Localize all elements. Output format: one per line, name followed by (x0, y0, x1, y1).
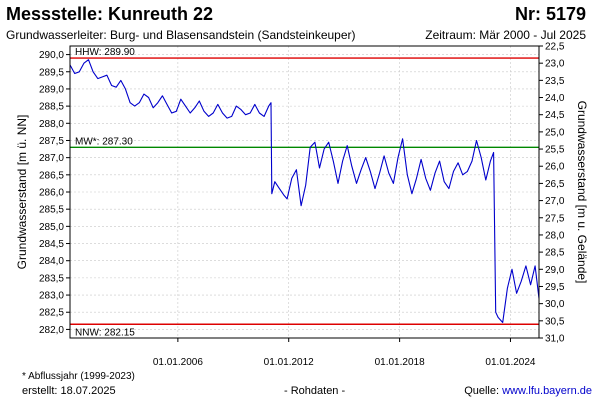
y-axis-title: Grundwasserstand [m ü. NN] (15, 115, 29, 270)
right-tick-label: 26,0 (545, 162, 565, 173)
right-tick-label: 29,5 (545, 282, 565, 293)
right-tick-label: 25,5 (545, 145, 565, 156)
y-tick-label: 289,0 (39, 84, 64, 95)
y-tick-label: 287,5 (39, 136, 64, 147)
right-tick-label: 26,5 (545, 179, 565, 190)
reference-label-mw: MW*: 287.30 (75, 136, 133, 147)
source-label: Quelle: (464, 385, 503, 397)
period-label: Zeitraum: Mär 2000 - Jul 2025 (425, 28, 586, 42)
right-tick-label: 30,0 (545, 299, 565, 310)
left-axis: 282,0 282,5 283,0 283,5 284,0 284,5 285,0 285,5… (39, 50, 70, 336)
source: Quelle: www.lfu.bayern.de (464, 385, 592, 397)
right-tick-label: 29,0 (545, 265, 565, 276)
y-tick-label: 287,0 (39, 153, 64, 164)
reference-lines: HHW: 289.90 MW*: 287.30 NNW: 282.15 (70, 47, 539, 338)
x-tick-label: 01.01.2012 (264, 357, 314, 368)
y-tick-label: 286,5 (39, 170, 64, 181)
reference-label-hhw: HHW: 289.90 (75, 47, 135, 58)
y-axis-title-right: Grundwasserstand [m u. Gelände] (575, 101, 589, 284)
page-title: Messstelle: Kunreuth 22 (6, 4, 214, 24)
x-axis: 01.01.2006 01.01.2012 01.01.2018 01.01.2024 (153, 338, 536, 368)
right-tick-label: 28,5 (545, 248, 565, 259)
reference-label-nnw: NNW: 282.15 (75, 327, 135, 338)
right-tick-label: 25,0 (545, 127, 565, 138)
x-tick-label: 01.01.2018 (375, 357, 425, 368)
y-tick-label: 288,0 (39, 119, 64, 130)
right-tick-label: 23,0 (545, 59, 565, 70)
series-line (69, 59, 540, 324)
plot-frame (69, 45, 540, 339)
y-tick-label: 285,0 (39, 222, 64, 233)
right-tick-label: 28,0 (545, 230, 565, 241)
right-tick-label: 27,5 (545, 213, 565, 224)
y-tick-label: 282,5 (39, 308, 64, 319)
y-tick-label: 284,0 (39, 256, 64, 267)
y-tick-label: 290,0 (39, 50, 64, 61)
right-tick-label: 27,0 (545, 196, 565, 207)
aquifer-label: Grundwasserleiter: Burg- und Blasensands… (6, 28, 356, 42)
y-tick-label: 286,0 (39, 188, 64, 199)
raw-data-label: - Rohdaten - (284, 385, 346, 397)
y-tick-label: 283,5 (39, 273, 64, 284)
footnote: * Abflussjahr (1999-2023) (22, 371, 135, 382)
y-tick-label: 289,5 (39, 67, 64, 78)
right-tick-label: 24,0 (545, 93, 565, 104)
right-axis: 22,5 23,0 23,5 24,0 24,5 25,0 25,5 26,0 26,5 27,0… (539, 42, 565, 345)
y-tick-label: 283,0 (39, 291, 64, 302)
station-number: Nr: 5179 (514, 4, 586, 24)
x-tick-label: 01.01.2024 (485, 357, 535, 368)
x-tick-label: 01.01.2006 (153, 357, 203, 368)
right-tick-label: 23,5 (545, 76, 565, 87)
y-tick-label: 288,5 (39, 102, 64, 113)
y-tick-label: 284,5 (39, 239, 64, 250)
source-link[interactable]: www.lfu.bayern.de (502, 385, 592, 397)
series-layer (69, 59, 540, 324)
right-tick-label: 31,0 (545, 334, 565, 345)
right-tick-label: 22,5 (545, 42, 565, 53)
y-tick-label: 285,5 (39, 205, 64, 216)
right-tick-label: 30,5 (545, 316, 565, 327)
created-date: erstellt: 18.07.2025 (22, 385, 116, 397)
right-tick-label: 24,5 (545, 110, 565, 121)
y-tick-label: 282,0 (39, 325, 64, 336)
